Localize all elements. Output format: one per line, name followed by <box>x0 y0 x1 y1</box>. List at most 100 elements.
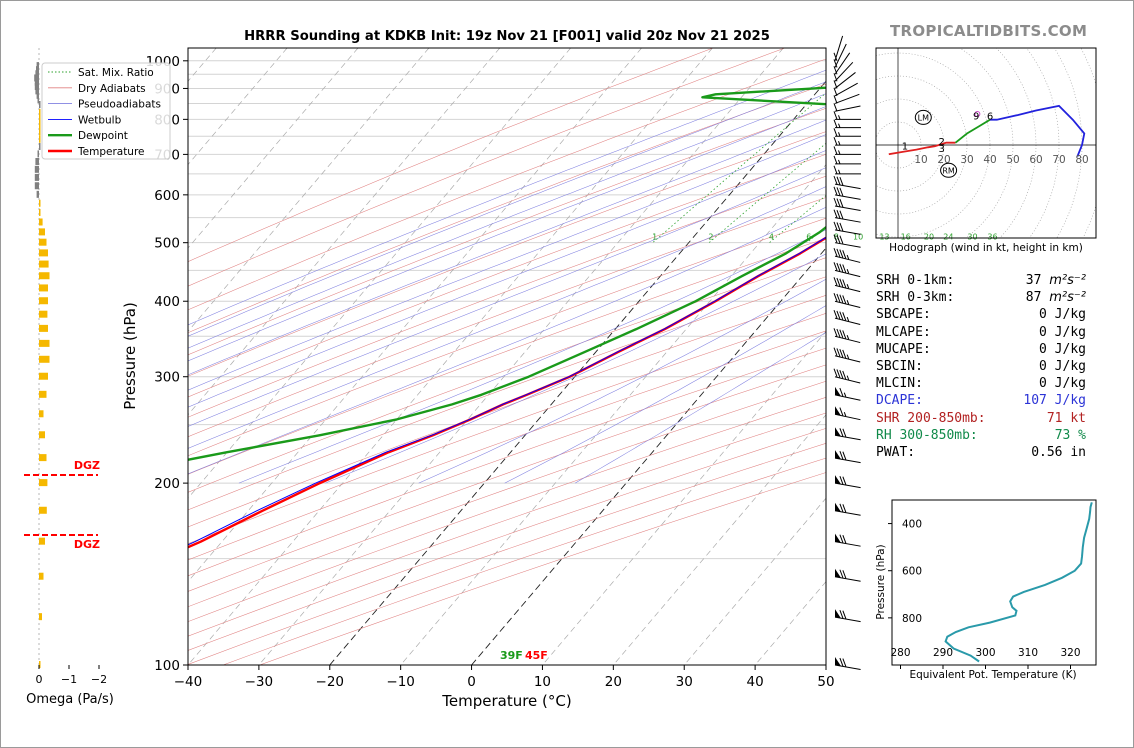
theta-e-xtick-label: 300 <box>975 647 995 659</box>
pseudoadiabat <box>574 331 826 484</box>
omega-bar <box>34 78 39 86</box>
omega-bar <box>34 165 39 173</box>
skewt-xlabel: Temperature (°C) <box>441 692 571 710</box>
wind-barb-feather <box>842 451 847 460</box>
mixing-ratio-label: 1 <box>652 233 657 242</box>
mixing-ratio-line <box>882 48 1128 243</box>
isotherm-line <box>188 48 571 499</box>
pressure-tick-label: 200 <box>154 476 180 492</box>
stats-key: SRH 0-3km: <box>876 290 955 306</box>
wind-barb-feather <box>842 264 847 273</box>
dry-adiabat <box>188 131 826 377</box>
wind-barb-feather <box>836 210 841 219</box>
mixing-ratio-line <box>946 48 1134 243</box>
wind-barb-half <box>846 299 850 305</box>
omega-bar <box>34 82 39 90</box>
pseudoadiabat <box>188 93 826 349</box>
hodograph-caption: Hodograph (wind in kt, height in km) <box>889 242 1083 254</box>
wind-barb-feather <box>836 369 841 378</box>
wind-barb-feather <box>839 278 844 287</box>
dry-adiabat <box>188 175 826 418</box>
omega-bar <box>39 108 41 116</box>
wind-barb-shaft <box>834 93 860 104</box>
wind-barb-feather <box>833 175 838 185</box>
wind-barb-feather <box>839 176 844 186</box>
legend-label: Dewpoint <box>78 130 128 142</box>
isotherm-line <box>329 80 826 665</box>
wind-barb-feather <box>833 137 838 146</box>
mixing-ratio-label: 16 <box>901 233 911 242</box>
mixing-ratio-label: 2 <box>708 233 713 242</box>
stats-row: SRH 0-1km: 37 m²s⁻² <box>876 272 1106 289</box>
omega-bar <box>39 355 50 363</box>
wind-barb-feather <box>833 221 838 231</box>
pseudoadiabat <box>188 81 826 337</box>
wind-barb-shaft <box>834 255 861 263</box>
wind-barb-feather <box>833 368 838 377</box>
pressure-tick-label: 500 <box>154 236 180 252</box>
omega-bar <box>39 208 41 216</box>
isotherm-line <box>542 330 826 665</box>
dry-adiabat <box>188 58 826 311</box>
wind-barb-feather <box>839 503 844 512</box>
wind-barb-feather <box>839 407 844 416</box>
stats-value: 107 J/kg <box>1023 393 1086 409</box>
wind-barb-half <box>846 375 850 380</box>
stats-number: 87 <box>1025 290 1050 306</box>
hodograph-ring-label: 10 <box>914 154 927 166</box>
wind-barb-feather <box>836 262 841 272</box>
pressure-tick-label: 300 <box>154 370 180 386</box>
wind-barb-feather <box>839 387 844 397</box>
theta-e-xtick-label: 320 <box>1060 647 1080 659</box>
hodograph-segment <box>954 118 991 144</box>
stats-number: 37 <box>1025 273 1050 288</box>
mixing-ratio-label: 30 <box>967 233 977 242</box>
wind-barb-shaft <box>834 72 856 89</box>
wind-barb-shaft <box>834 576 861 582</box>
omega-bar <box>37 150 39 158</box>
omega-bar <box>39 121 41 129</box>
wind-barb-feather <box>842 504 847 513</box>
wind-barb-feather <box>833 309 838 319</box>
omega-bar <box>39 537 45 545</box>
omega-bar <box>39 297 48 305</box>
wind-barb-feather <box>839 294 844 303</box>
mixing-ratio-line <box>769 194 826 244</box>
omega-bar <box>39 479 48 487</box>
wind-barb-shaft <box>834 194 861 200</box>
omega-bar <box>36 91 39 99</box>
wind-barb-half <box>838 123 841 128</box>
wind-barb-feather <box>833 186 838 196</box>
wind-barb-feather <box>833 52 838 61</box>
hodograph-ring-label: 50 <box>1006 154 1019 166</box>
mixing-ratio-label: 36 <box>987 233 997 242</box>
hodograph-frame <box>875 47 1097 239</box>
temp-tick-label: 20 <box>605 674 622 690</box>
wind-barb-flag <box>835 386 841 397</box>
dry-adiabat <box>188 330 826 561</box>
mixing-ratio-label: 20 <box>924 233 934 242</box>
wind-barb-shaft <box>834 205 861 212</box>
surface-temp-label: 45F <box>525 649 548 662</box>
omega-bar <box>39 506 47 514</box>
isotherm-line <box>188 48 359 249</box>
wind-barb-feather <box>833 80 838 89</box>
dry-adiabat <box>188 380 826 608</box>
wind-barb-feather <box>833 293 838 302</box>
wind-barb-feather <box>839 198 844 208</box>
mixing-ratio-label: 13 <box>879 233 889 242</box>
stats-unit: m²s⁻² <box>1049 273 1086 288</box>
omega-bar <box>39 339 50 347</box>
theta-e-axes: 280 290 300 310 320 400 600 800 <box>888 519 1081 669</box>
wind-barb-feather <box>836 328 841 338</box>
stats-row: MLCAPE: 0 J/kg <box>876 324 1106 341</box>
wind-barb-shaft <box>834 335 861 344</box>
isotherm-line <box>400 164 826 665</box>
wind-barb-feather <box>839 428 844 437</box>
wind-barb-feather <box>836 277 841 287</box>
stats-row: SHR 200-850mb: 71 kt <box>876 410 1106 427</box>
wind-barb-feather <box>839 610 844 619</box>
stats-key: MUCAPE: <box>876 341 931 357</box>
